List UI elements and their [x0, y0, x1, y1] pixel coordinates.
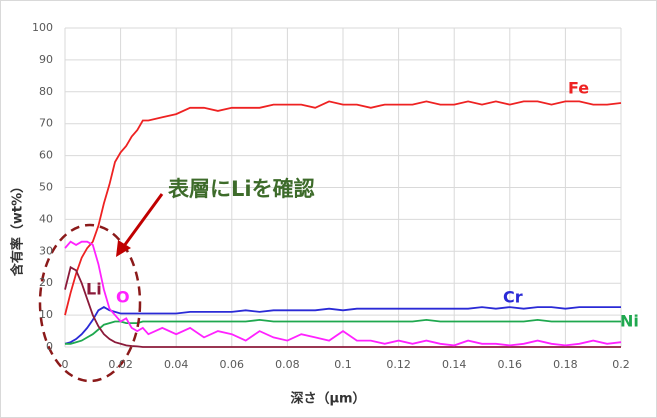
y-tick-label: 10 — [39, 308, 53, 321]
y-tick-label: 100 — [32, 21, 53, 34]
x-tick-label: 0.06 — [220, 358, 245, 371]
series-label: Li — [86, 280, 102, 299]
y-tick-label: 30 — [39, 244, 53, 257]
y-tick-label: 90 — [39, 53, 53, 66]
y-tick-label: 40 — [39, 212, 53, 225]
arrow-head — [116, 240, 131, 257]
lines — [64, 100, 622, 348]
y-tick-label: 20 — [39, 276, 53, 289]
y-tick-label: 60 — [39, 149, 53, 162]
series-label: Fe — [568, 79, 589, 98]
x-tick-label: 0.18 — [553, 358, 578, 371]
grid — [64, 27, 622, 348]
series-label: Ni — [620, 312, 639, 331]
x-axis-label: 深さ（μm） — [290, 391, 365, 407]
y-tick-label: 0 — [46, 340, 53, 353]
x-tick-label: 0.08 — [275, 358, 300, 371]
series-line — [65, 318, 621, 345]
y-tick-label: 70 — [39, 117, 53, 130]
y-tick-label: 50 — [39, 181, 53, 194]
series-label: O — [116, 288, 130, 307]
x-tick-label: 0.12 — [386, 358, 411, 371]
series-line — [64, 100, 622, 316]
arrow-shaft — [122, 193, 164, 247]
y-tick-label: 80 — [39, 85, 53, 98]
x-tick-label: 0.02 — [108, 358, 133, 371]
series-line — [64, 265, 621, 348]
x-tick-label: 0.1 — [334, 358, 352, 371]
x-tick-label: 0.2 — [612, 358, 630, 371]
x-tick-label: 0.14 — [442, 358, 467, 371]
series-line — [64, 240, 622, 347]
x-tick-label: 0.04 — [164, 358, 189, 371]
highlight-ellipse — [38, 223, 142, 383]
x-tick-label: 0 — [62, 358, 69, 371]
x-tick-label: 0.16 — [498, 358, 523, 371]
series-label: Cr — [503, 288, 523, 307]
annotation: 表層にLiを確認 — [168, 177, 315, 201]
y-axis-label: 含有率（wt%） — [10, 180, 26, 277]
